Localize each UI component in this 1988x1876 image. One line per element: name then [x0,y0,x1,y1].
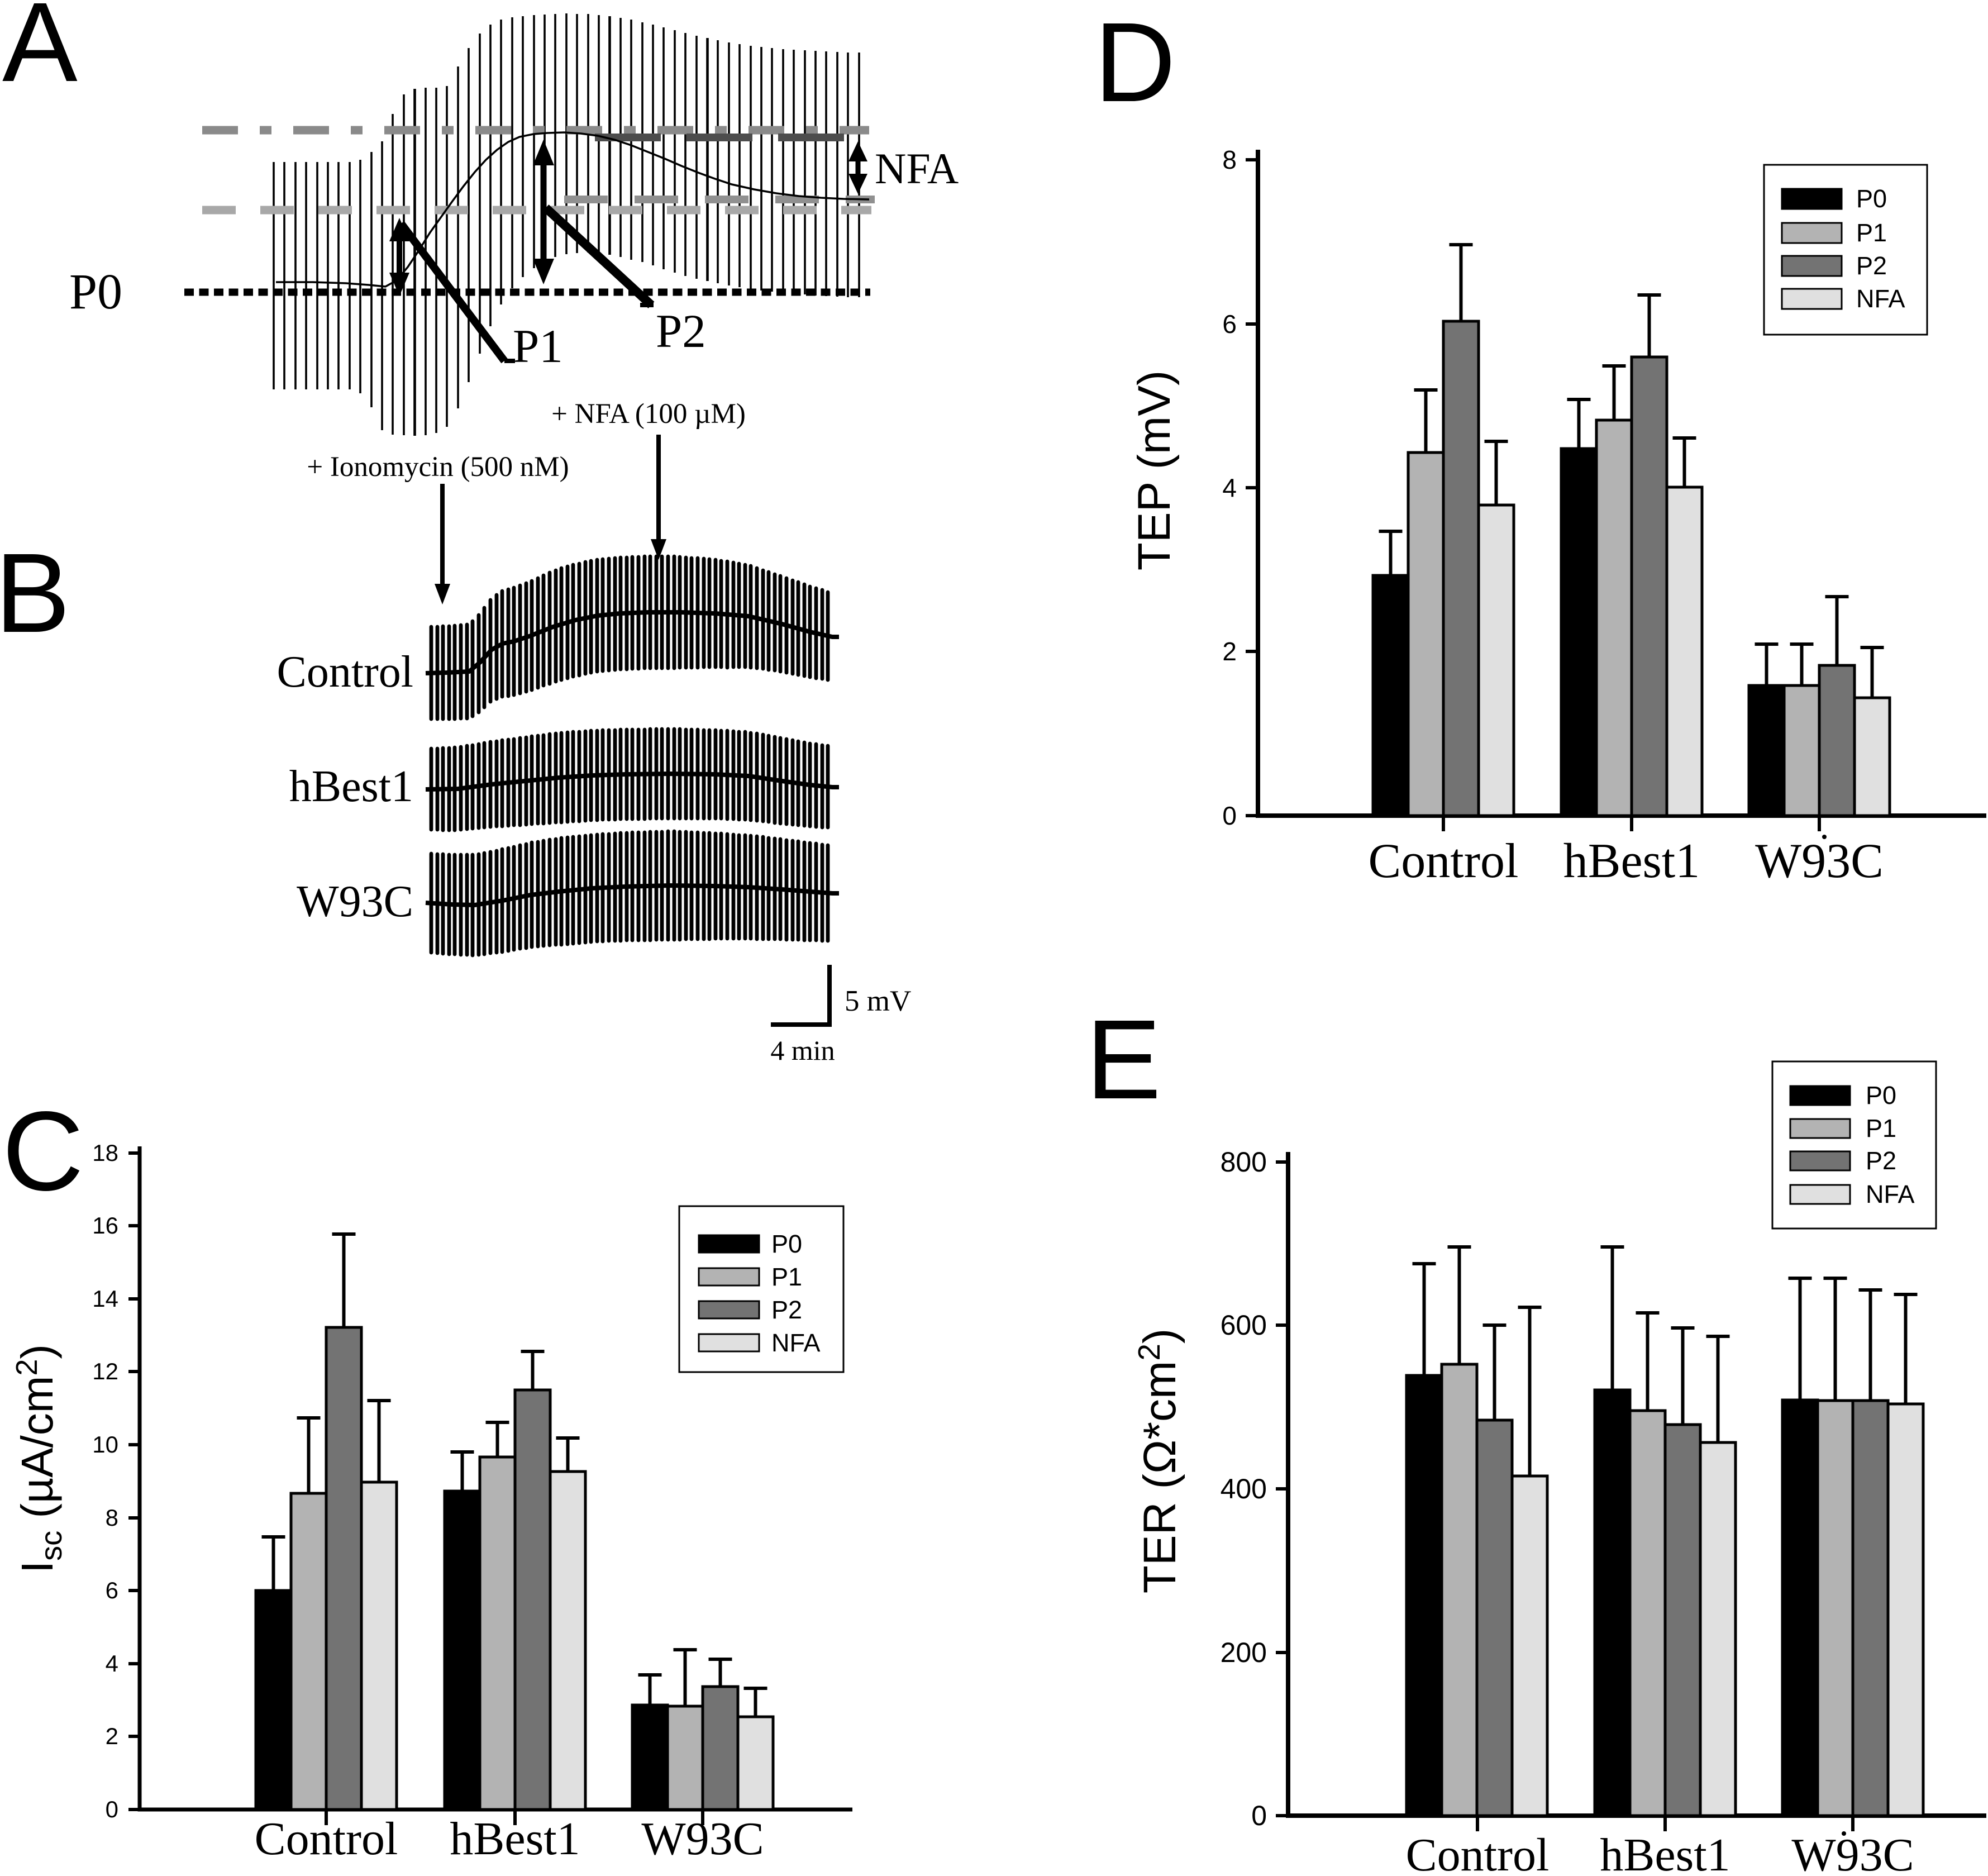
svg-text:W93C: W93C [1755,834,1884,888]
svg-text:0: 0 [1222,801,1237,830]
svg-text:NFA: NFA [875,144,959,193]
svg-text:W93C: W93C [641,1813,764,1865]
svg-text:P2: P2 [656,305,706,358]
svg-text:P0: P0 [1866,1081,1896,1110]
svg-text:2: 2 [106,1723,118,1749]
svg-text:P1: P1 [1856,218,1887,247]
svg-text:NFA: NFA [1866,1180,1915,1208]
svg-text:200: 200 [1221,1637,1267,1668]
svg-text:hBest1: hBest1 [289,762,413,811]
svg-text:800: 800 [1221,1146,1267,1178]
svg-text:P2: P2 [771,1296,802,1324]
svg-text:400: 400 [1221,1473,1267,1504]
svg-text:P2: P2 [1856,251,1887,280]
svg-text:hBest1: hBest1 [1563,834,1700,888]
svg-text:6: 6 [106,1577,118,1603]
svg-text:hBest1: hBest1 [450,1813,580,1865]
svg-text:8: 8 [106,1504,118,1531]
svg-text:TER (Ω*cm2): TER (Ω*cm2) [1132,1329,1185,1594]
svg-text:0: 0 [1251,1800,1267,1831]
svg-text:W93C: W93C [1791,1829,1914,1876]
svg-text:NFA: NFA [1856,284,1905,313]
svg-text:18: 18 [92,1140,118,1166]
svg-text:P0: P0 [1856,184,1887,213]
svg-text:Control: Control [277,647,413,697]
svg-text:W93C: W93C [297,877,413,926]
svg-text:A: A [2,0,78,105]
svg-text:NFA: NFA [771,1329,821,1357]
svg-text:E: E [1086,996,1161,1122]
svg-text:0: 0 [106,1796,118,1822]
svg-text:8: 8 [1222,145,1237,174]
svg-text:P1: P1 [513,320,563,373]
svg-text:16: 16 [92,1212,118,1239]
svg-text:C: C [2,1088,84,1214]
svg-text:B: B [0,530,70,656]
svg-text:P2: P2 [1866,1146,1896,1175]
svg-text:TEP (mV): TEP (mV) [1129,370,1180,570]
svg-text:Control: Control [1406,1829,1550,1876]
svg-text:600: 600 [1221,1310,1267,1341]
svg-text:6: 6 [1222,310,1237,339]
svg-text:+ Ionomycin (500 nM): + Ionomycin (500 nM) [307,451,569,483]
svg-text:+ NFA (100 µM): + NFA (100 µM) [551,398,746,430]
svg-text:P0: P0 [69,264,122,320]
svg-text:Control: Control [255,1813,398,1865]
svg-text:P1: P1 [771,1263,802,1291]
svg-text:D: D [1094,0,1176,125]
svg-text:2: 2 [1222,637,1237,666]
svg-text:P1: P1 [1866,1114,1896,1142]
svg-text:4: 4 [106,1650,118,1677]
svg-text:hBest1: hBest1 [1600,1829,1730,1876]
svg-text:12: 12 [92,1358,118,1384]
svg-text:4: 4 [1222,473,1237,502]
svg-text:4 min: 4 min [770,1035,835,1066]
svg-text:5 mV: 5 mV [845,985,911,1017]
svg-text:14: 14 [92,1285,118,1312]
svg-text:Isc (µA/cm2): Isc (µA/cm2) [10,1344,68,1573]
svg-text:10: 10 [92,1431,118,1458]
svg-text:P0: P0 [771,1230,802,1258]
svg-text:Control: Control [1369,834,1519,888]
